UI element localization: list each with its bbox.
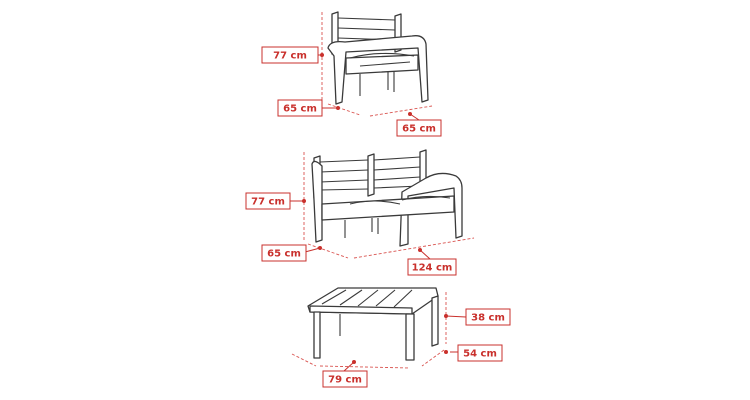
marker xyxy=(408,112,412,116)
label-box xyxy=(277,99,323,117)
label-box xyxy=(261,46,319,64)
marker xyxy=(352,360,356,364)
marker xyxy=(318,246,322,250)
sofa-dimensions: 77 cm 65 cm 124 cm xyxy=(245,152,475,276)
armchair-drawing xyxy=(327,11,429,105)
dimension-label: 65 cm xyxy=(267,249,301,260)
label-box xyxy=(465,308,511,326)
dimension-label: 77 cm xyxy=(251,197,285,208)
label-box xyxy=(396,119,442,137)
label-box xyxy=(407,258,457,276)
table-drawing xyxy=(307,287,439,361)
dimension-label: 38 cm xyxy=(471,313,505,324)
label-box xyxy=(457,344,503,362)
marker xyxy=(444,314,448,318)
armchair-dimensions: 77 cm 65 cm 65 cm xyxy=(261,12,442,137)
marker xyxy=(320,53,324,57)
dimension-label: 54 cm xyxy=(463,349,497,360)
label-box xyxy=(322,370,368,388)
label-box xyxy=(261,244,307,262)
dimension-label: 79 cm xyxy=(328,375,362,386)
label-box xyxy=(245,192,291,210)
marker xyxy=(418,248,422,252)
marker xyxy=(336,106,340,110)
dimension-label: 124 cm xyxy=(412,263,453,274)
sofa-drawing xyxy=(311,149,463,247)
marker xyxy=(302,199,306,203)
dimension-label: 65 cm xyxy=(283,104,317,115)
dimension-label: 65 cm xyxy=(402,124,436,135)
marker xyxy=(444,350,448,354)
table-dimensions: 38 cm 54 cm 79 cm xyxy=(291,292,511,388)
dimension-label: 77 cm xyxy=(273,51,307,62)
